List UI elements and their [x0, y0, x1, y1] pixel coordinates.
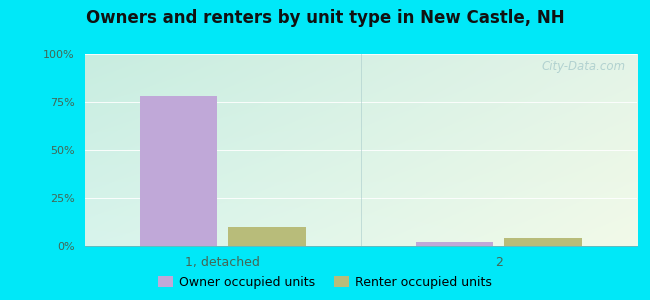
- Bar: [228, 227, 306, 246]
- Bar: [504, 238, 582, 246]
- Bar: [140, 96, 217, 246]
- Bar: [416, 242, 493, 246]
- Text: Owners and renters by unit type in New Castle, NH: Owners and renters by unit type in New C…: [86, 9, 564, 27]
- Text: City-Data.com: City-Data.com: [542, 60, 626, 73]
- Legend: Owner occupied units, Renter occupied units: Owner occupied units, Renter occupied un…: [153, 271, 497, 294]
